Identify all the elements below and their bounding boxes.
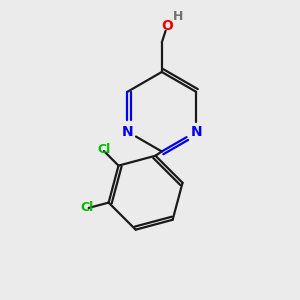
Text: Cl: Cl bbox=[81, 201, 94, 214]
Text: N: N bbox=[122, 124, 133, 139]
Text: N: N bbox=[190, 124, 202, 139]
Text: Cl: Cl bbox=[97, 143, 111, 156]
Text: O: O bbox=[161, 19, 173, 33]
Text: H: H bbox=[173, 10, 183, 22]
